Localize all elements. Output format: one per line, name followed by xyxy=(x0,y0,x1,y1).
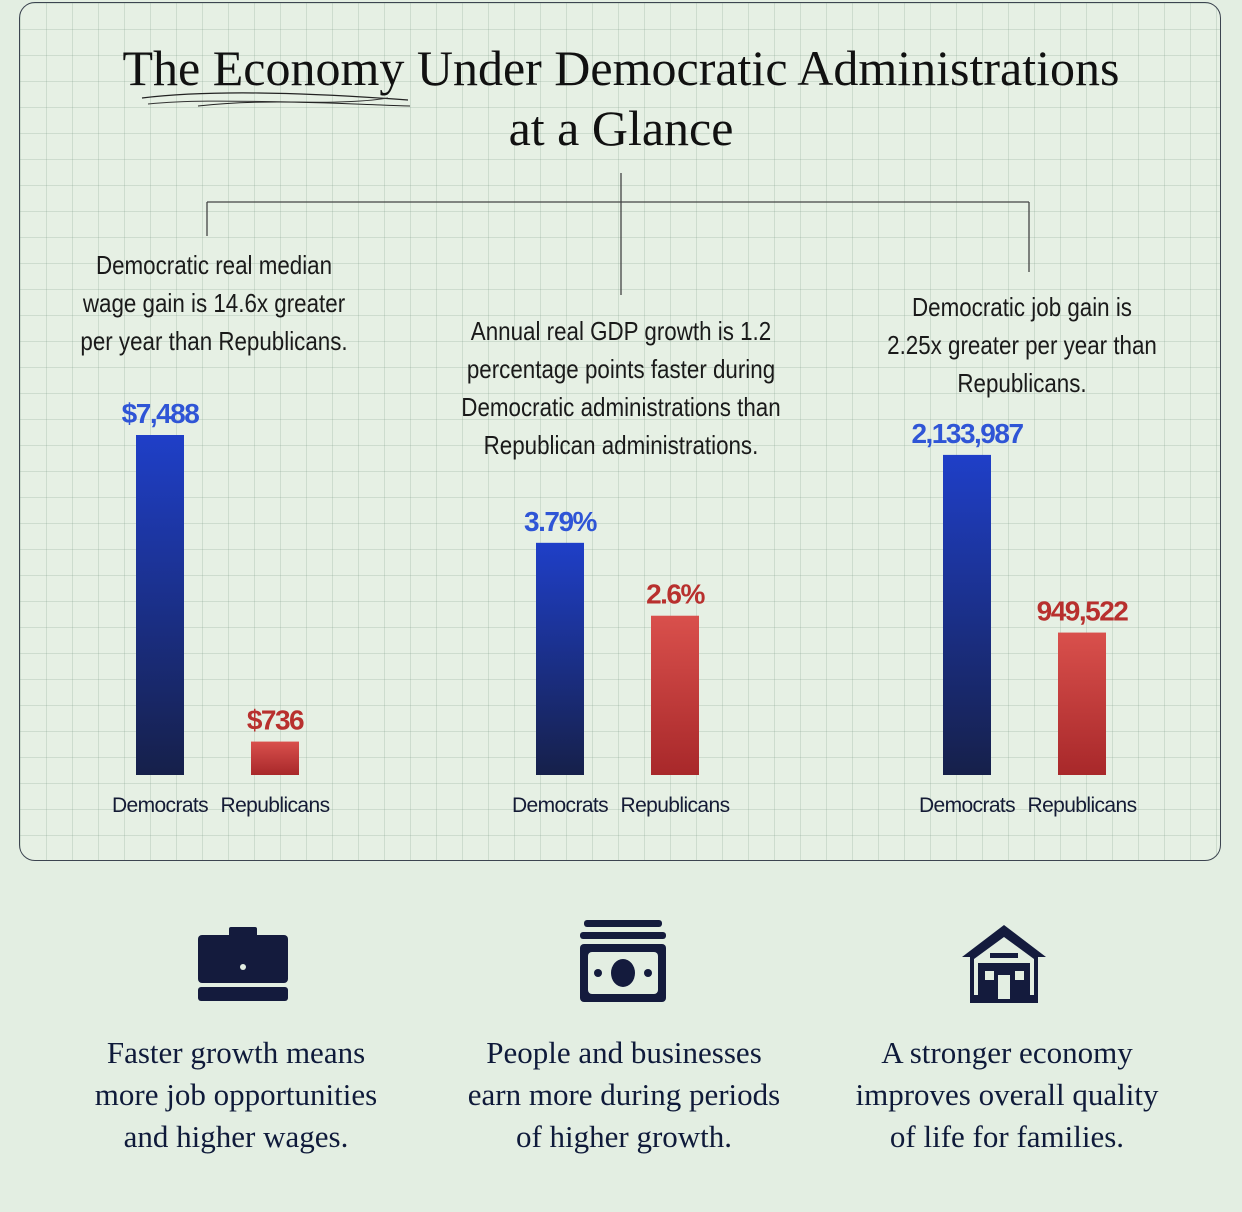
jobs-bar-republicans xyxy=(1058,632,1106,775)
caption-jobs-line: Democratic job gain is xyxy=(912,292,1132,322)
footer-text-growth: Faster growth means more job opportuniti… xyxy=(56,1032,416,1158)
footer-line: of higher growth. xyxy=(515,1119,733,1154)
caption-gdp-line: Democratic administrations than xyxy=(461,392,781,422)
footer-text-quality: A stronger economy improves overall qual… xyxy=(827,1032,1187,1158)
wage-category-label-republicans: Republicans xyxy=(221,794,330,817)
gdp-value-label-democrats: 3.79% xyxy=(524,506,597,537)
gdp-bar-democrats xyxy=(536,542,584,775)
footer-line: and higher wages. xyxy=(123,1119,349,1154)
caption-gdp-line: percentage points faster during xyxy=(466,354,776,384)
jobs-value-label-republicans: 949,522 xyxy=(1037,596,1129,627)
footer-line: People and businesses xyxy=(486,1035,762,1070)
caption-gdp-line: Annual real GDP growth is 1.2 xyxy=(470,316,772,346)
caption-wage-line: Democratic real median xyxy=(95,250,333,280)
wage-bar-republicans xyxy=(251,741,299,775)
caption-wage-line: per year than Republicans. xyxy=(80,326,348,356)
footer-line: A stronger economy xyxy=(881,1035,1133,1070)
wage-value-label-democrats: $7,488 xyxy=(122,398,200,429)
footer-line: earn more during periods xyxy=(467,1077,781,1112)
wage-value-label-republicans: $736 xyxy=(247,705,304,736)
caption-connector-lines xyxy=(206,173,1030,295)
house-icon xyxy=(962,925,1046,1003)
chart-panel xyxy=(19,2,1221,861)
caption-gdp: Annual real GDP growth is 1.2 percentage… xyxy=(458,312,785,464)
gdp-value-label-republicans: 2.6% xyxy=(646,579,705,610)
footer-line: more job opportunities xyxy=(94,1077,378,1112)
caption-jobs: Democratic job gain is 2.25x greater per… xyxy=(876,288,1168,402)
footer-line: Faster growth means xyxy=(106,1035,366,1070)
title-underline-scribble xyxy=(141,92,411,107)
wage-bar-democrats xyxy=(136,435,184,775)
bar-charts: $7,488 Democrats $736 Republicans 3.79% Democ… xyxy=(112,398,1137,817)
jobs-bar-democrats xyxy=(943,454,991,775)
page-title-line-1: The Economy Under Democratic Administrat… xyxy=(122,40,1120,96)
caption-jobs-line: 2.25x greater per year than xyxy=(887,330,1157,360)
page-title-line-2: at a Glance xyxy=(508,100,734,156)
wage-category-label-democrats: Democrats xyxy=(112,794,208,817)
jobs-category-label-republicans: Republicans xyxy=(1028,794,1137,817)
gdp-bar-republicans xyxy=(651,615,699,775)
caption-gdp-line: Republican administrations. xyxy=(483,430,759,460)
caption-wage: Democratic real median wage gain is 14.6… xyxy=(68,246,360,360)
footer-text-earn: People and businesses earn more during p… xyxy=(444,1032,804,1158)
caption-jobs-line: Republicans. xyxy=(957,368,1087,398)
briefcase-icon xyxy=(198,927,288,1001)
jobs-value-label-democrats: 2,133,987 xyxy=(911,418,1023,449)
jobs-category-label-democrats: Democrats xyxy=(919,794,1015,817)
caption-wage-line: wage gain is 14.6x greater xyxy=(82,288,346,318)
footer-line: improves overall quality xyxy=(855,1077,1159,1112)
gdp-category-label-democrats: Democrats xyxy=(512,794,608,817)
footer-line: of life for families. xyxy=(889,1119,1125,1154)
gdp-category-label-republicans: Republicans xyxy=(621,794,730,817)
money-stack-icon xyxy=(580,920,666,1002)
